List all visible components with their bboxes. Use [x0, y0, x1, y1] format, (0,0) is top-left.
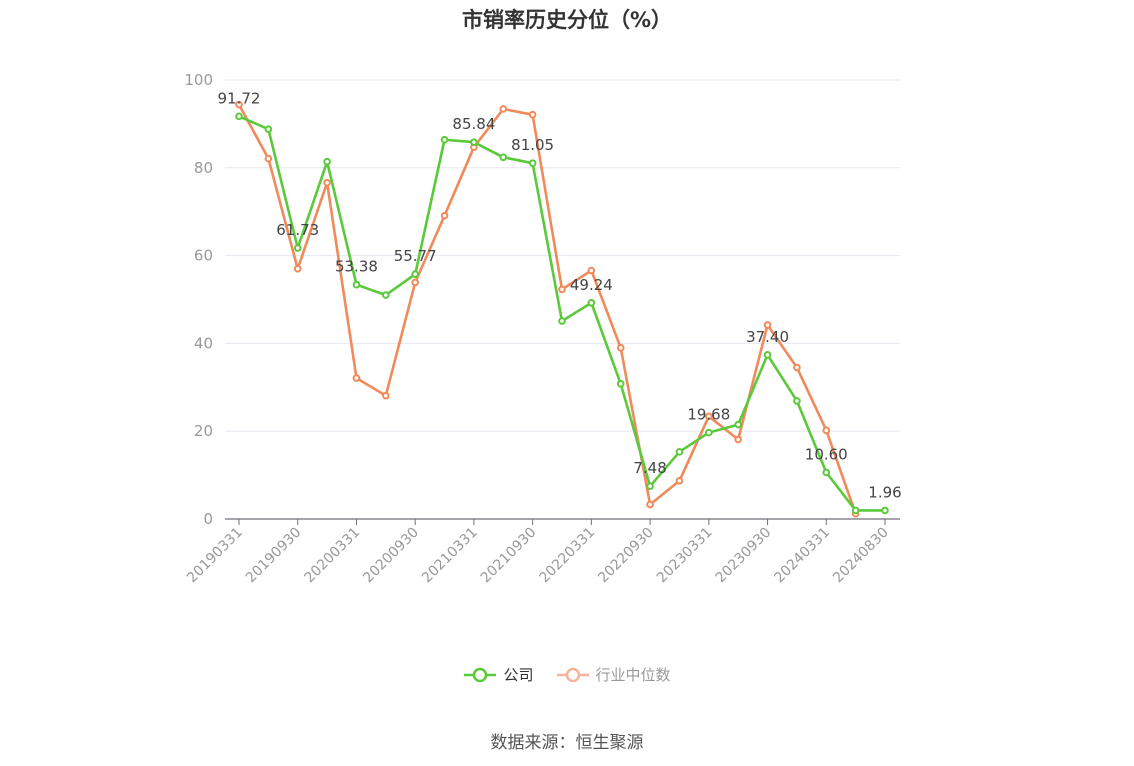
data-point-industry: [352, 374, 361, 382]
data-point-industry: [264, 154, 273, 163]
legend-label-company: 公司: [503, 666, 534, 684]
data-point-company: [323, 157, 331, 166]
data-point-company: [352, 280, 361, 289]
chart-title: 市销率历史分位（%）: [461, 8, 673, 32]
x-tick-label: 20200930: [360, 525, 422, 587]
data-point-company: [616, 379, 625, 388]
y-tick-label: 20: [194, 422, 213, 440]
x-tick-label: 20230331: [654, 525, 716, 587]
data-label: 1.96: [868, 483, 901, 501]
data-point-company: [793, 397, 801, 405]
data-point-industry: [382, 391, 390, 400]
x-tick-label: 20210331: [419, 525, 481, 587]
data-point-industry: [411, 278, 419, 287]
data-point-company: [646, 482, 654, 490]
x-tick-label: 20190331: [184, 525, 246, 587]
data-point-industry: [528, 110, 537, 119]
data-point-industry: [323, 178, 331, 187]
y-tick-label: 0: [203, 510, 213, 528]
data-labels: 91.72 61.73 53.38 55.77 85.84 81.05 49.24 7.48 1…: [218, 89, 902, 501]
x-tick-label: 20210930: [478, 525, 540, 587]
data-point-industry: [793, 363, 801, 372]
data-point-company: [499, 153, 508, 162]
data-point-company: [763, 351, 772, 359]
data-label: 49.24: [570, 276, 613, 294]
data-point-company: [822, 468, 831, 477]
data-point-company: [881, 506, 889, 515]
data-point-industry: [587, 266, 596, 275]
x-tick-label: 20200331: [302, 525, 364, 587]
data-label: 91.72: [218, 89, 261, 107]
data-point-company: [675, 448, 684, 456]
data-point-company: [264, 125, 273, 133]
data-point-industry: [734, 435, 742, 444]
legend: 公司 行业中位数: [0, 664, 1134, 685]
data-point-company: [587, 299, 596, 307]
legend-marker-industry-icon: [556, 667, 589, 682]
data-point-company: [440, 135, 449, 144]
data-label: 53.38: [335, 258, 378, 276]
data-label: 61.73: [276, 221, 319, 239]
data-label: 37.40: [746, 328, 789, 346]
series-line-industry: [237, 103, 857, 515]
data-point-company: [558, 317, 566, 325]
data-label: 7.48: [633, 459, 666, 477]
data-point-industry: [646, 500, 654, 509]
data-point-industry: [675, 477, 684, 485]
data-point-industry: [822, 426, 831, 435]
data-point-company: [293, 244, 302, 252]
data-point-industry: [558, 285, 566, 294]
legend-item-company[interactable]: 公司: [463, 664, 534, 685]
y-tick-label: 40: [194, 334, 213, 352]
legend-marker-company-icon: [464, 667, 497, 682]
x-tick-label: 20190930: [243, 525, 305, 587]
y-tick-label: 80: [194, 159, 213, 177]
data-label: 81.05: [511, 136, 554, 154]
data-point-company: [411, 270, 419, 278]
y-tick-label: 60: [194, 247, 213, 265]
data-point-industry: [440, 211, 449, 220]
grid-lines: [225, 79, 900, 432]
data-point-company: [470, 138, 478, 146]
x-tick-label: 20230930: [713, 525, 775, 587]
data-label: 19.68: [687, 406, 730, 424]
x-tick-label: 20240331: [771, 525, 833, 587]
data-label: 10.60: [805, 445, 848, 463]
data-label: 85.84: [452, 115, 495, 133]
data-point-company: [734, 420, 742, 429]
data-point-company: [382, 291, 390, 299]
data-point-industry: [499, 105, 508, 113]
series-line-company: [238, 115, 885, 512]
x-tick-label: 20240830: [830, 525, 892, 587]
data-point-company: [705, 428, 713, 437]
data-point-industry: [293, 264, 302, 273]
data-point-company: [851, 506, 860, 515]
series-lines: [235, 100, 889, 518]
data-point-industry: [763, 321, 772, 329]
x-tick-label: 20220930: [595, 525, 657, 587]
data-source-note: 数据来源：恒生聚源: [490, 733, 644, 753]
y-tick-label: 100: [184, 71, 213, 89]
legend-label-industry: 行业中位数: [595, 666, 671, 684]
data-label: 55.77: [394, 247, 437, 265]
data-point-industry: [616, 343, 625, 352]
data-point-company: [235, 112, 243, 121]
x-tick-label: 20220331: [536, 525, 598, 587]
data-point-industry: [705, 412, 713, 421]
legend-item-industry[interactable]: 行业中位数: [556, 664, 671, 685]
data-point-company: [528, 159, 537, 167]
data-point-industry: [235, 100, 243, 109]
